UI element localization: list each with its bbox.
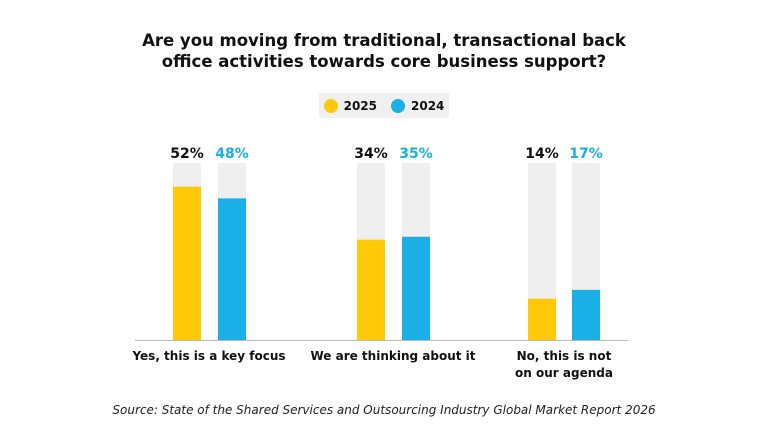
data-label-2024: 48% xyxy=(215,146,249,162)
data-label-2025: 52% xyxy=(170,146,204,162)
legend: 2025 2024 xyxy=(319,93,449,118)
bar-2024 xyxy=(572,289,600,340)
legend-item-2025: 2025 xyxy=(323,98,377,113)
bar-2024 xyxy=(402,236,430,340)
category-label: We are thinking about it xyxy=(310,349,475,363)
bar-2025 xyxy=(528,298,556,340)
source-note: Source: State of the Shared Services and… xyxy=(112,403,656,417)
legend-swatch-2025 xyxy=(323,98,338,113)
chart-title: Are you moving from traditional, transac… xyxy=(0,30,768,72)
category-label: Yes, this is a key focus xyxy=(131,349,285,363)
bar-2024 xyxy=(218,198,246,340)
category-label: No, this is not xyxy=(517,349,612,363)
title-line-2: office activities towards core business … xyxy=(161,52,607,71)
legend-item-2024: 2024 xyxy=(391,98,445,113)
bar-2025 xyxy=(173,186,201,340)
legend-label-2024: 2024 xyxy=(411,98,445,113)
data-label-2025: 14% xyxy=(525,146,559,162)
category-label: on our agenda xyxy=(515,366,613,380)
legend-label-2025: 2025 xyxy=(343,98,377,113)
data-label-2025: 34% xyxy=(354,146,388,162)
legend-swatch-2024 xyxy=(391,98,405,113)
data-label-2024: 17% xyxy=(569,146,603,162)
bar-2025 xyxy=(357,239,385,340)
title-line-1: Are you moving from traditional, transac… xyxy=(142,31,626,50)
data-label-2024: 35% xyxy=(399,146,433,162)
